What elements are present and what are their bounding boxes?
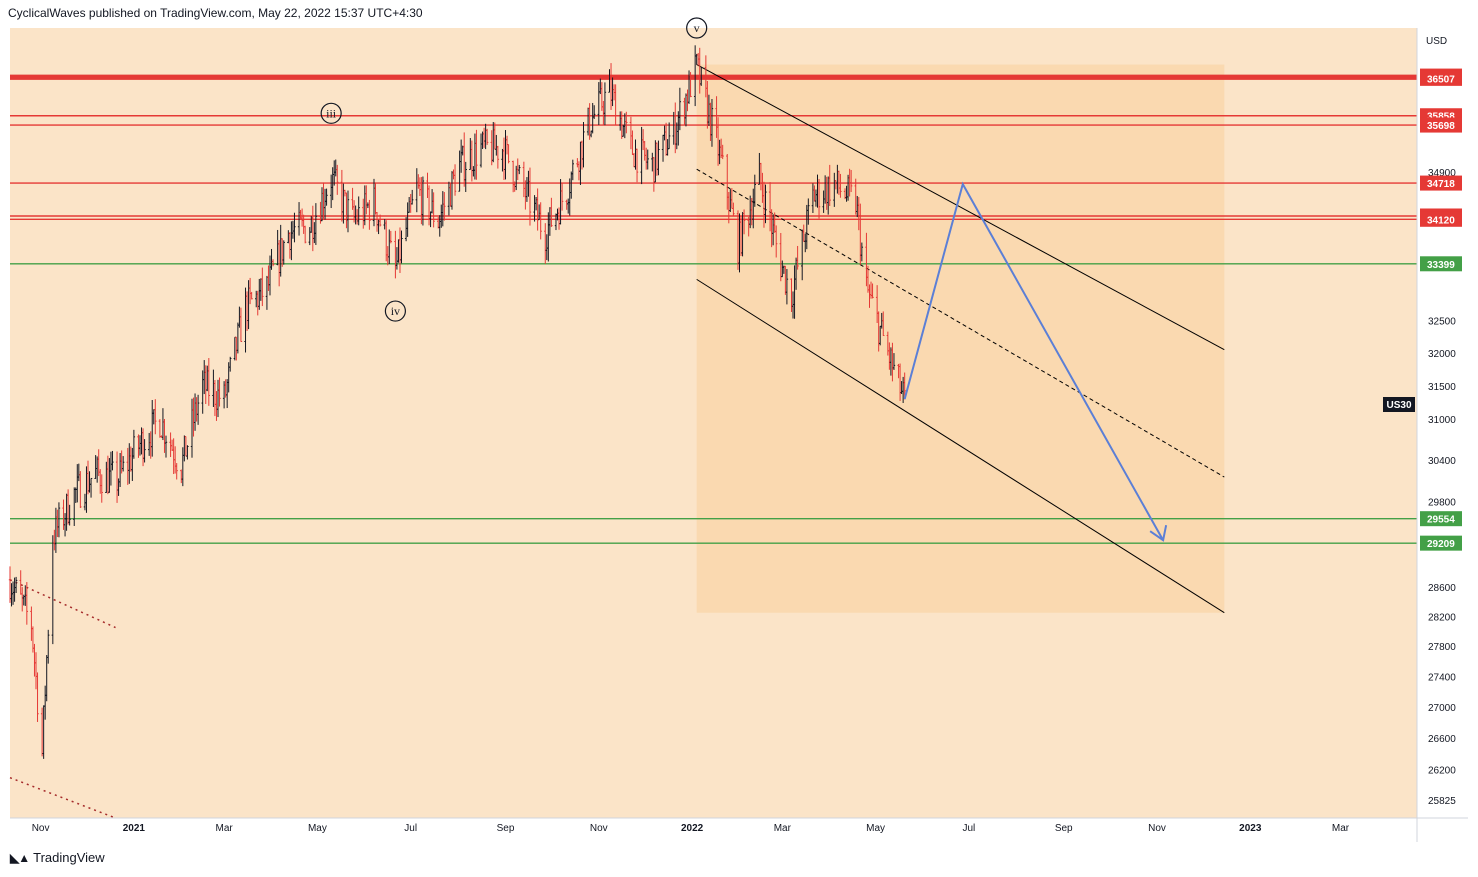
projection-zone [696,64,1225,613]
footer: ◣▲ TradingView [10,850,105,865]
time-tick-label: Mar [215,823,233,834]
projection-polyline [903,181,1164,541]
channel-lines [9,64,1225,819]
price-tick-label: 26200 [1428,766,1456,777]
wave-label-text: iv [391,304,400,318]
price-tick-label: 29800 [1428,497,1456,508]
price-badge-label: 29554 [1427,515,1455,526]
price-tick-label: 27800 [1428,642,1456,653]
price-badge [1420,175,1462,191]
price-tick-label: 32500 [1428,317,1456,328]
channel-median-line [696,168,1225,478]
price-axis[interactable]: 25825 26200 26600 27000 27400 27800 28200 28600… [1428,168,1456,807]
footer-brand: TradingView [33,850,105,865]
time-axis[interactable]: Nov 2021 Mar May Jul Sep Nov 2022 Mar May Jul Sep No… [32,823,1350,834]
time-tick-label: Mar [1332,823,1350,834]
price-tick-label: 28600 [1428,583,1456,594]
price-tick-label: 32000 [1428,349,1456,360]
time-tick-label: Sep [1055,823,1073,834]
price-tick-label: 27000 [1428,703,1456,714]
price-badge [1420,211,1462,227]
price-tick-label: 28200 [1428,612,1456,623]
old-channel-line [9,579,116,629]
price-badge [1420,511,1462,527]
wave-labels: iii iv v [320,17,708,322]
price-badge-label: 36507 [1427,74,1455,85]
time-tick-label: Mar [774,823,792,834]
chart-header: CyclicalWaves published on TradingView.c… [8,6,423,20]
level-price-badges: 3654736507358583569834718341743412033399… [1420,68,1462,551]
price-levels [10,74,1417,544]
time-tick-label: Nov [590,823,608,834]
price-badge [1420,70,1462,86]
price-badge [1420,535,1462,551]
time-tick-label: 2022 [681,823,704,834]
time-tick-label: 2021 [123,823,146,834]
channel-upper-line [696,64,1225,351]
time-tick-label: Nov [32,823,50,834]
channel-lower-line [696,278,1225,614]
price-badge [1420,117,1462,133]
time-tick-label: May [866,823,885,834]
price-badge-label: 34120 [1427,215,1455,226]
currency-label: USD [1426,36,1447,47]
wave-label-circle [320,102,342,124]
price-tick-label: 26600 [1428,734,1456,745]
price-badge-label: 34718 [1427,179,1455,190]
wave-label-circle [686,17,708,39]
price-badge-label: 33399 [1427,260,1455,271]
price-tick-label: 30400 [1428,456,1456,467]
projection-zone-rect [696,64,1225,613]
symbol-badge: US30 [1383,397,1415,412]
symbol-badge-label: US30 [1386,400,1411,411]
time-tick-label: May [308,823,327,834]
price-badge-label: 35858 [1427,112,1455,123]
price-badge-label: 29209 [1427,539,1455,550]
tradingview-logo-icon: ◣▲ [10,850,30,865]
time-tick-label: Sep [497,823,515,834]
price-tick-label: 31500 [1428,382,1456,393]
time-tick-label: Jul [963,823,976,834]
projection-path [903,181,1168,542]
time-tick-label: Nov [1148,823,1166,834]
price-badge-label: 35698 [1427,121,1455,132]
price-tick-label: 34900 [1428,168,1456,179]
old-channel-line [9,776,116,819]
wave-label-circle [384,300,406,322]
time-tick-label: Jul [404,823,417,834]
price-tick-label: 31000 [1428,415,1456,426]
price-tick-label: 25825 [1428,796,1456,807]
time-tick-label: 2023 [1239,823,1262,834]
projection-arrowhead [1149,525,1168,542]
price-tick-label: 27400 [1428,672,1456,683]
wave-label-text: v [694,21,700,35]
wave-label-text: iii [326,106,337,120]
candles [8,45,906,759]
price-badge [1420,256,1462,272]
